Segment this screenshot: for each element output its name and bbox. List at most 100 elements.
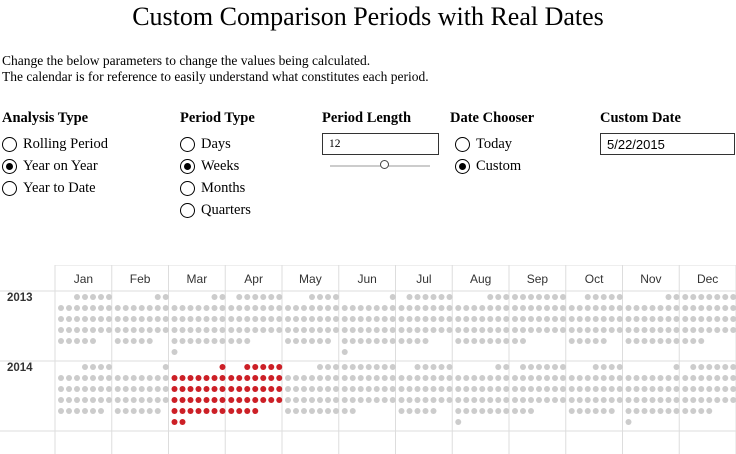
day-dot bbox=[154, 316, 161, 322]
radio-button[interactable] bbox=[180, 136, 195, 152]
day-dot bbox=[592, 408, 599, 414]
date-chooser-option-today[interactable]: Today bbox=[455, 133, 534, 155]
day-dot bbox=[130, 397, 137, 403]
radio-button[interactable] bbox=[2, 180, 17, 196]
day-dot bbox=[398, 316, 405, 322]
option-label: Today bbox=[476, 135, 513, 152]
day-dot bbox=[568, 386, 575, 392]
radio-button[interactable] bbox=[2, 158, 17, 174]
day-dot bbox=[682, 327, 689, 333]
day-dot bbox=[244, 408, 251, 414]
day-dot bbox=[730, 327, 736, 333]
day-dot bbox=[317, 338, 323, 344]
day-dot bbox=[195, 386, 202, 392]
day-dot bbox=[90, 408, 96, 414]
analysis-type-option-year-on-year[interactable]: Year on Year bbox=[2, 155, 108, 177]
day-dot bbox=[244, 364, 251, 370]
day-dot bbox=[633, 408, 640, 414]
day-dot bbox=[438, 397, 445, 403]
day-dot bbox=[333, 397, 339, 403]
day-dot bbox=[276, 375, 283, 381]
day-dot bbox=[544, 386, 550, 392]
day-dot bbox=[276, 294, 283, 300]
month-label: Jan bbox=[74, 272, 93, 286]
day-dot bbox=[714, 294, 721, 300]
day-dot bbox=[495, 408, 502, 414]
period-type-label: Period Type bbox=[180, 110, 255, 126]
day-dot bbox=[82, 386, 88, 392]
day-dot bbox=[268, 305, 275, 311]
radio-button[interactable] bbox=[180, 180, 195, 196]
day-dot bbox=[649, 397, 656, 403]
day-dot bbox=[203, 397, 210, 403]
day-dot bbox=[422, 364, 429, 370]
day-dot bbox=[325, 305, 331, 311]
day-dot bbox=[730, 294, 736, 300]
day-dot bbox=[398, 397, 405, 403]
day-dot bbox=[446, 397, 453, 403]
option-label: Rolling Period bbox=[23, 135, 108, 152]
day-dot bbox=[698, 316, 705, 322]
radio-button[interactable] bbox=[455, 136, 470, 152]
day-dot bbox=[179, 397, 186, 403]
period-type-option-weeks[interactable]: Weeks bbox=[180, 155, 255, 177]
period-length-slider[interactable] bbox=[330, 160, 430, 172]
day-dot bbox=[673, 397, 680, 403]
day-dot bbox=[381, 316, 388, 322]
period-type-option-quarters[interactable]: Quarters bbox=[180, 199, 255, 221]
radio-button[interactable] bbox=[180, 158, 195, 174]
day-dot bbox=[455, 386, 462, 392]
day-dot bbox=[260, 316, 267, 322]
day-dot bbox=[706, 294, 713, 300]
day-dot bbox=[608, 305, 615, 311]
slider-thumb[interactable] bbox=[379, 160, 389, 169]
day-dot bbox=[625, 408, 632, 414]
day-dot bbox=[171, 386, 178, 392]
day-dot bbox=[528, 364, 534, 370]
day-dot bbox=[471, 316, 478, 322]
day-dot bbox=[544, 327, 550, 333]
analysis-type-option-year-to-date[interactable]: Year to Date bbox=[2, 177, 108, 199]
date-chooser-option-custom[interactable]: Custom bbox=[455, 155, 534, 177]
day-dot bbox=[211, 375, 218, 381]
day-dot bbox=[373, 364, 380, 370]
period-length-input[interactable]: 12 bbox=[322, 133, 439, 155]
custom-date-input[interactable]: 5/22/2015 bbox=[600, 133, 735, 155]
day-dot bbox=[479, 316, 486, 322]
period-type-option-days[interactable]: Days bbox=[180, 133, 255, 155]
day-dot bbox=[130, 305, 137, 311]
day-dot bbox=[625, 419, 632, 425]
radio-button[interactable] bbox=[2, 136, 17, 152]
day-dot bbox=[122, 408, 129, 414]
day-dot bbox=[195, 305, 202, 311]
day-dot bbox=[584, 338, 591, 344]
day-dot bbox=[373, 338, 380, 344]
option-label: Year to Date bbox=[23, 179, 96, 196]
day-dot bbox=[219, 397, 226, 403]
day-dot bbox=[130, 338, 137, 344]
day-dot bbox=[122, 327, 129, 333]
day-dot bbox=[301, 375, 307, 381]
day-dot bbox=[520, 397, 526, 403]
period-type-group: Period Type Days Weeks Months Quarters bbox=[180, 110, 255, 221]
radio-button[interactable] bbox=[180, 202, 195, 218]
day-dot bbox=[171, 419, 178, 425]
radio-button[interactable] bbox=[455, 158, 470, 174]
day-dot bbox=[584, 294, 591, 300]
period-type-option-months[interactable]: Months bbox=[180, 177, 255, 199]
day-dot bbox=[552, 294, 558, 300]
day-dot bbox=[268, 316, 275, 322]
day-dot bbox=[252, 364, 259, 370]
day-dot bbox=[584, 397, 591, 403]
day-dot bbox=[714, 305, 721, 311]
day-dot bbox=[673, 316, 680, 322]
day-dot bbox=[171, 316, 178, 322]
analysis-type-option-rolling-period[interactable]: Rolling Period bbox=[2, 133, 108, 155]
day-dot bbox=[625, 316, 632, 322]
day-dot bbox=[479, 327, 486, 333]
day-dot bbox=[649, 316, 656, 322]
day-dot bbox=[406, 294, 413, 300]
day-dot bbox=[333, 408, 339, 414]
day-dot bbox=[495, 305, 502, 311]
day-dot bbox=[66, 375, 72, 381]
